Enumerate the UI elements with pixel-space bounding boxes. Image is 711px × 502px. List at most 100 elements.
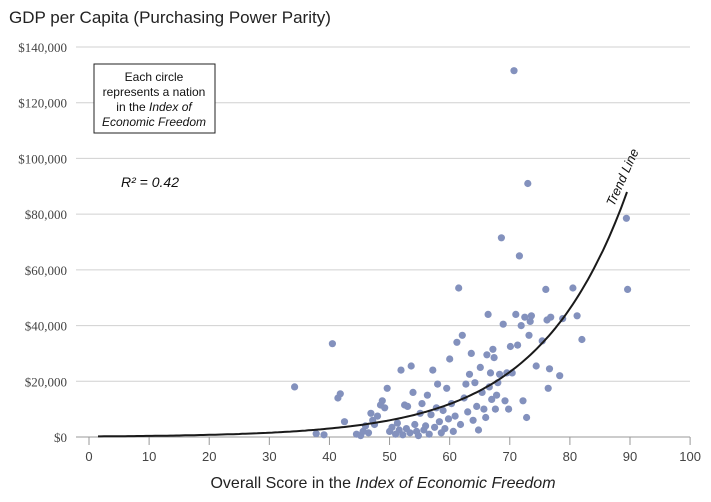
trend-line-label: Trend Line [603, 146, 642, 208]
x-tick-label: 40 [322, 449, 336, 464]
data-point [497, 234, 505, 242]
x-tick-label: 100 [679, 449, 701, 464]
y-tick-label: $100,000 [18, 151, 67, 166]
data-point [484, 310, 492, 318]
annotation-line-4-text: Economic Freedom [102, 115, 206, 129]
annotation-line-2: represents a nation [103, 85, 206, 99]
x-tick-label: 20 [202, 449, 216, 464]
data-point [532, 362, 540, 370]
data-point [414, 432, 422, 440]
data-point [383, 384, 391, 392]
data-point [488, 395, 496, 403]
chart-title: GDP per Capita (Purchasing Power Parity) [9, 8, 331, 27]
annotation-line-4: Economic Freedom [102, 115, 206, 129]
data-point [486, 369, 495, 377]
x-tick-label: 50 [382, 449, 396, 464]
x-tick-label: 60 [442, 449, 456, 464]
data-point [519, 397, 527, 405]
data-point [473, 402, 481, 410]
x-tick-label: 70 [503, 449, 517, 464]
data-point [381, 404, 389, 412]
data-point [340, 418, 349, 426]
data-point [404, 402, 412, 410]
annotation-line-3: in the Index of [116, 100, 193, 114]
data-point [407, 362, 415, 370]
data-point [462, 380, 470, 388]
y-tick-label: $20,000 [25, 374, 67, 389]
trend-line [98, 191, 628, 438]
data-point [441, 425, 449, 433]
data-point [427, 411, 435, 419]
data-point [506, 342, 514, 351]
annotation-line-1: Each circle [125, 70, 184, 84]
data-point [476, 363, 484, 371]
data-point [458, 331, 466, 339]
data-point [501, 397, 509, 405]
annotation-box-border [93, 63, 216, 134]
annotation-box: Each circle represents a nation in the I… [93, 63, 216, 134]
data-point [624, 285, 632, 293]
data-point [320, 431, 328, 439]
x-tick-label: 0 [85, 449, 92, 464]
x-axis-label: Overall Score in the Index of Economic F… [210, 475, 555, 492]
data-point [464, 408, 472, 416]
data-point [465, 370, 474, 378]
data-point [429, 366, 437, 374]
data-point [512, 310, 520, 318]
data-point [359, 427, 367, 435]
data-point [538, 337, 546, 345]
data-point [443, 384, 451, 392]
data-point [482, 413, 490, 422]
data-point [425, 430, 433, 438]
x-tick-label: 30 [262, 449, 276, 464]
data-point [422, 422, 430, 430]
data-point [418, 400, 426, 408]
data-point [388, 423, 396, 431]
data-point [406, 429, 414, 437]
data-point [431, 423, 439, 431]
data-point [397, 366, 405, 374]
y-tick-label: $80,000 [25, 207, 67, 222]
data-point [499, 320, 507, 328]
data-point [291, 383, 299, 391]
annotation-line-3-text: in the [116, 100, 149, 114]
annotation-line-1-text: Each circle [125, 70, 184, 84]
data-point [409, 388, 417, 396]
data-point [453, 338, 461, 346]
data-point [328, 340, 336, 348]
data-point [521, 313, 529, 321]
data-point [378, 397, 386, 405]
data-point [496, 370, 504, 378]
data-point [456, 420, 465, 429]
x-axis-label-emphasis: Index of Economic Freedom [355, 475, 555, 492]
data-point [544, 384, 552, 392]
data-point [393, 419, 401, 427]
data-point [490, 354, 498, 362]
data-point [545, 365, 554, 373]
data-point [526, 317, 534, 325]
data-point [451, 412, 459, 420]
data-point [434, 380, 442, 388]
y-axis-tick-labels: $0 $20,000 $40,000 $60,000 $80,000 $100,000 $1… [18, 40, 67, 445]
data-point [444, 415, 453, 423]
x-tick-label: 90 [623, 449, 637, 464]
data-point [435, 418, 443, 426]
data-point [336, 390, 344, 398]
data-point [480, 405, 488, 413]
data-point [542, 285, 550, 293]
data-point [491, 405, 499, 413]
data-point [474, 426, 483, 434]
data-point [399, 431, 407, 439]
data-point [525, 331, 533, 339]
data-point [493, 391, 501, 399]
data-point [622, 214, 631, 222]
data-point [505, 405, 513, 413]
data-point [455, 284, 463, 292]
annotation-line-3-italic: Index of [149, 100, 193, 114]
data-point [367, 409, 375, 417]
data-point [373, 412, 382, 420]
data-point [312, 430, 320, 438]
data-point [469, 416, 477, 424]
y-tick-label: $40,000 [25, 319, 67, 334]
